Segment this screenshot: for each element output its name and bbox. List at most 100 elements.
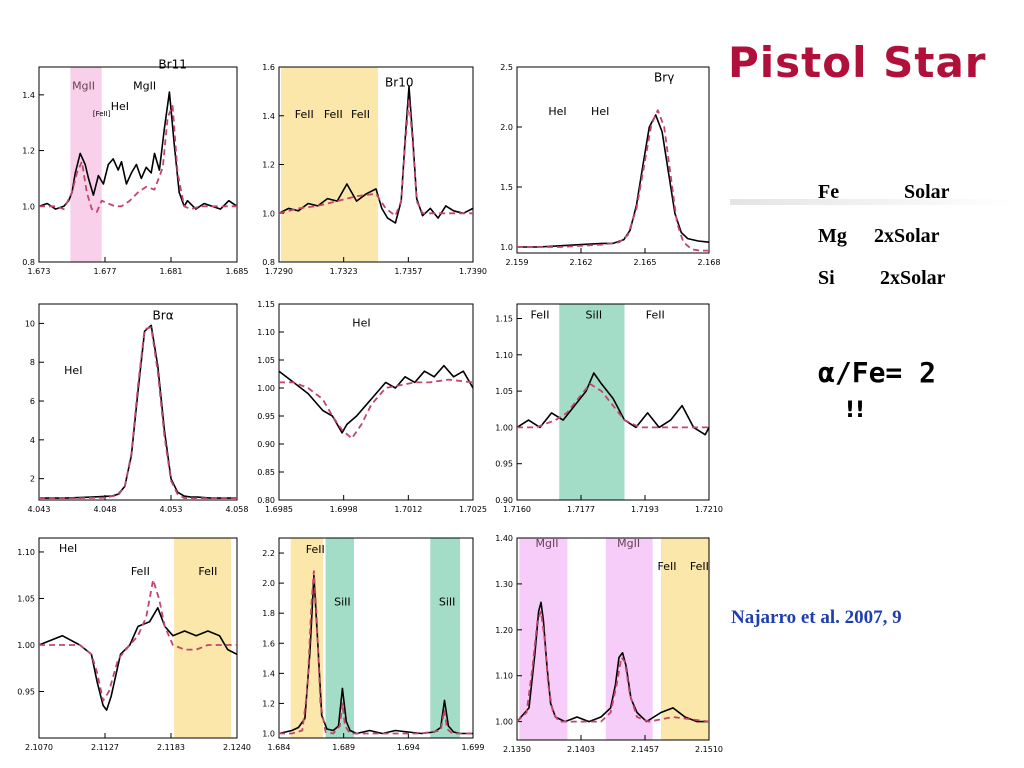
x-tick-label: 1.7323 <box>330 267 358 276</box>
y-tick-label: 2.0 <box>500 123 513 132</box>
spectral-line-label: Brα <box>153 309 174 323</box>
abundance-element: Fe <box>818 181 840 203</box>
spectral-line-label: Brγ <box>654 70 674 84</box>
y-tick-label: 1.4 <box>262 112 275 121</box>
observed-spectrum-line <box>517 114 710 248</box>
spectral-line-label: Br10 <box>385 76 413 90</box>
x-tick-label: 4.053 <box>160 505 183 514</box>
plot-frame <box>38 66 238 263</box>
model-spectrum-line <box>278 97 473 217</box>
spectral-line-label: MgII <box>133 79 156 92</box>
y-tick-label: 1.15 <box>495 315 513 324</box>
spectral-line-label: HeI <box>352 316 370 329</box>
spectral-line-label: Br11 <box>158 57 186 71</box>
y-tick-label: 1.4 <box>262 669 275 678</box>
y-tick-label: 1.5 <box>500 183 513 192</box>
plot-frame <box>516 303 710 501</box>
x-tick-label: 4.048 <box>94 505 117 514</box>
y-tick-label: 1.0 <box>262 209 275 218</box>
y-tick-label: 6 <box>30 397 35 406</box>
line-highlight-band <box>559 304 625 500</box>
x-tick-label: 1.684 <box>268 743 291 752</box>
y-tick-label: 0.95 <box>257 412 275 421</box>
spectral-line-label: SiII <box>586 309 603 322</box>
spectral-line-label: MgII <box>536 537 559 550</box>
x-tick-label: 2.1183 <box>157 743 185 752</box>
spectral-line-label: HeI <box>111 100 129 113</box>
y-tick-label: 1.30 <box>495 580 513 589</box>
spectrum-panel: 1.684 1.689 1.694 1.699 1.0 1.2 1.4 1.6 1.8 2.0 2.… <box>262 537 484 752</box>
y-tick-label: 0.90 <box>495 496 513 505</box>
spectral-line-label: FeII <box>690 560 709 573</box>
x-tick-label: 2.1070 <box>25 743 53 752</box>
spectral-line-label: HeI <box>591 105 609 118</box>
y-tick-label: 1.00 <box>495 423 513 432</box>
x-tick-label: 1.7357 <box>394 267 422 276</box>
citation-link[interactable]: Najarro et al. 2007, 9 <box>731 607 902 628</box>
x-tick-label: 1.7390 <box>459 267 487 276</box>
spectral-line-label: FeII <box>306 543 325 556</box>
spectral-line-label: HeI <box>64 364 82 377</box>
x-tick-label: 1.694 <box>397 743 420 752</box>
y-tick-label: 1.8 <box>262 609 275 618</box>
x-tick-label: 2.1127 <box>91 743 119 752</box>
y-tick-label: 0.95 <box>495 460 513 469</box>
x-tick-label: 2.162 <box>570 258 593 267</box>
spectrum-panel: 2.1350 2.1403 2.1457 2.1510 1.00 1.10 1.20 1.30… <box>495 534 723 754</box>
spectrum-panel: 1.673 1.677 1.681 1.685 0.8 1.0 1.2 1.4 MgII [FeI… <box>22 57 248 276</box>
x-tick-label: 4.058 <box>226 505 249 514</box>
alpha-fe-ratio: α/Fe= 2 <box>818 356 937 389</box>
y-tick-label: 0.8 <box>262 258 275 267</box>
spectral-line-label: FeII <box>131 565 150 578</box>
spectrum-panel: 2.159 2.162 2.165 2.168 1.0 1.5 2.0 2.5 HeI HeI Br… <box>500 63 720 267</box>
spectral-line-label: FeII <box>531 309 550 322</box>
y-tick-label: 1.00 <box>17 641 35 650</box>
y-tick-label: 1.10 <box>495 672 513 681</box>
x-tick-label: 2.1350 <box>503 745 531 754</box>
spectral-line-label: [FeII] <box>93 110 111 118</box>
spectrum-panel: 1.6985 1.6998 1.7012 1.7025 0.80 0.85 0.90 0.95… <box>257 300 487 514</box>
spectral-line-label: FeII <box>324 108 343 121</box>
y-tick-label: 1.05 <box>257 356 275 365</box>
spectral-line-label: HeI <box>59 542 77 555</box>
plot-frame <box>278 537 474 739</box>
x-tick-label: 4.043 <box>28 505 51 514</box>
y-tick-label: 0.80 <box>257 496 275 505</box>
title-underline <box>730 199 1015 205</box>
abundance-element: Mg <box>818 225 847 247</box>
y-tick-label: 1.10 <box>495 351 513 360</box>
spectrum-panel: 4.043 4.048 4.053 4.058 2 4 6 8 10 HeI Brα <box>25 303 249 514</box>
x-tick-label: 2.1457 <box>631 745 659 754</box>
line-highlight-band <box>280 67 378 262</box>
x-tick-label: 2.1240 <box>223 743 251 752</box>
spectral-line-label: SiII <box>334 596 351 609</box>
slide-title: Pistol Star <box>728 38 987 87</box>
y-tick-label: 1.0 <box>500 243 513 252</box>
line-highlight-band <box>605 538 653 740</box>
model-spectrum-line <box>516 610 710 723</box>
x-tick-label: 1.7193 <box>631 505 659 514</box>
x-tick-label: 1.7160 <box>503 505 531 514</box>
x-tick-label: 1.673 <box>28 267 51 276</box>
spectrum-panel: 1.7160 1.7177 1.7193 1.7210 0.90 0.95 1.00 1.05… <box>495 303 723 514</box>
spectral-line-label: HeI <box>548 105 566 118</box>
x-tick-label: 1.7210 <box>695 505 723 514</box>
spectral-line-label: FeII <box>198 565 217 578</box>
x-tick-label: 2.1510 <box>695 745 723 754</box>
x-tick-label: 2.1403 <box>567 745 595 754</box>
plot-frame <box>38 537 238 739</box>
y-tick-label: 1.20 <box>495 626 513 635</box>
y-tick-label: 1.15 <box>257 300 275 309</box>
y-tick-label: 1.6 <box>262 639 275 648</box>
x-tick-label: 2.159 <box>506 258 529 267</box>
spectra-panel-grid: 1.673 1.677 1.681 1.685 0.8 1.0 1.2 1.4 MgII [FeI… <box>17 57 723 754</box>
x-tick-label: 1.681 <box>160 267 183 276</box>
abundance-value: Solar <box>904 181 950 203</box>
line-highlight-band <box>661 538 709 740</box>
y-tick-label: 1.00 <box>257 384 275 393</box>
observed-spectrum-line <box>278 574 473 735</box>
spectral-line-label: MgII <box>72 79 95 92</box>
model-spectrum-line <box>279 570 473 735</box>
model-spectrum-line <box>39 326 237 500</box>
observed-spectrum-line <box>38 606 238 711</box>
